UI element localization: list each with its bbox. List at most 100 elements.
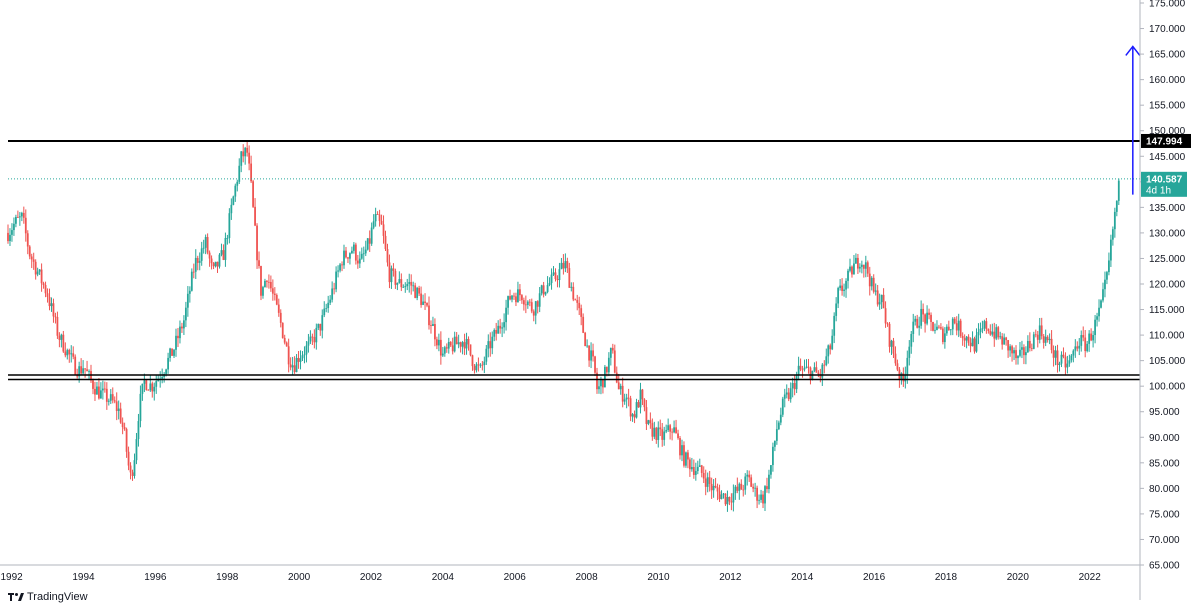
candle-up bbox=[965, 336, 968, 341]
candle-down bbox=[16, 217, 19, 218]
candle-down bbox=[267, 281, 270, 283]
candle-down bbox=[817, 372, 820, 375]
candle-down bbox=[436, 339, 438, 346]
candle-up bbox=[1021, 347, 1023, 350]
candle-up bbox=[224, 238, 227, 260]
candle-down bbox=[426, 302, 428, 306]
candle-up bbox=[803, 367, 806, 370]
candle-up bbox=[908, 346, 911, 358]
candle-down bbox=[621, 385, 624, 402]
candle-down bbox=[554, 272, 557, 279]
candle-down bbox=[576, 300, 579, 303]
candle-down bbox=[376, 214, 379, 215]
candle-up bbox=[837, 288, 840, 304]
candle-up bbox=[694, 471, 697, 475]
candle-up bbox=[607, 357, 610, 373]
candle-down bbox=[1062, 354, 1065, 357]
y-tick-label: 90.000 bbox=[1149, 433, 1180, 444]
candle-down bbox=[714, 485, 717, 488]
candle-down bbox=[1090, 333, 1093, 341]
candle-down bbox=[414, 285, 417, 298]
candle-up bbox=[291, 365, 294, 368]
candle-up bbox=[971, 338, 974, 347]
candle-down bbox=[208, 252, 211, 259]
candle-up bbox=[1026, 340, 1029, 353]
candle-up bbox=[639, 389, 642, 408]
candle-down bbox=[430, 325, 432, 326]
candle-down bbox=[74, 356, 77, 375]
candle-up bbox=[791, 383, 794, 389]
candle-up bbox=[1070, 355, 1073, 361]
candle-up bbox=[912, 321, 915, 334]
y-tick-label: 100.000 bbox=[1149, 382, 1186, 393]
candle-down bbox=[1030, 348, 1033, 349]
candle-up bbox=[732, 493, 735, 503]
candle-down bbox=[829, 345, 832, 350]
candle-up bbox=[202, 247, 205, 249]
candle-down bbox=[26, 233, 29, 247]
resistance-price-label: 147.994 bbox=[1146, 136, 1183, 147]
brand-watermark: TradingView bbox=[8, 591, 88, 603]
candle-up bbox=[362, 253, 365, 255]
candle-up bbox=[109, 394, 112, 401]
candle-up bbox=[396, 282, 399, 285]
candle-up bbox=[975, 335, 978, 352]
y-tick-label: 175.000 bbox=[1149, 0, 1186, 10]
candle-up bbox=[698, 465, 701, 467]
candle-up bbox=[186, 293, 189, 308]
candle-down bbox=[530, 302, 533, 312]
x-tick-label: 2022 bbox=[1079, 572, 1102, 583]
candle-up bbox=[398, 279, 401, 283]
candle-down bbox=[84, 368, 86, 370]
candle-up bbox=[1013, 350, 1015, 354]
candle-down bbox=[58, 335, 61, 340]
candle-down bbox=[823, 364, 826, 366]
candle-up bbox=[835, 303, 838, 316]
candle-down bbox=[216, 261, 219, 267]
candle-down bbox=[345, 250, 347, 258]
candle-up bbox=[726, 496, 729, 505]
candle-up bbox=[706, 477, 709, 487]
candle-up bbox=[722, 493, 725, 495]
candle-up bbox=[825, 356, 828, 365]
candle-down bbox=[311, 336, 314, 338]
candle-up bbox=[843, 289, 845, 291]
candle-up bbox=[663, 431, 666, 440]
candle-down bbox=[119, 408, 122, 423]
candle-up bbox=[653, 427, 656, 437]
candle-down bbox=[730, 501, 733, 503]
candle-up bbox=[479, 364, 482, 366]
y-tick-label: 130.000 bbox=[1149, 228, 1186, 239]
candle-up bbox=[526, 301, 529, 305]
candle-up bbox=[169, 348, 171, 358]
candle-up bbox=[600, 379, 602, 387]
candle-up bbox=[647, 420, 650, 424]
candle-up bbox=[981, 328, 984, 330]
candle-up bbox=[88, 371, 90, 372]
candle-down bbox=[388, 262, 391, 283]
candle-up bbox=[329, 299, 332, 303]
candle-down bbox=[641, 389, 644, 400]
candle-down bbox=[250, 163, 253, 182]
candle-down bbox=[90, 371, 92, 381]
candle-down bbox=[1034, 334, 1037, 336]
candle-down bbox=[528, 301, 531, 303]
candle-up bbox=[957, 320, 960, 331]
candle-down bbox=[420, 293, 422, 305]
candle-down bbox=[675, 427, 677, 434]
candle-up bbox=[1104, 279, 1106, 290]
candle-up bbox=[945, 326, 948, 334]
candle-down bbox=[386, 249, 389, 263]
candle-down bbox=[629, 398, 632, 417]
candle-up bbox=[155, 381, 158, 387]
candle-down bbox=[254, 206, 256, 226]
candle-up bbox=[983, 321, 986, 329]
candle-up bbox=[238, 165, 241, 182]
resistance-price-tag bbox=[1141, 133, 1191, 148]
candle-up bbox=[309, 336, 312, 342]
candle-down bbox=[627, 397, 630, 399]
candle-down bbox=[886, 323, 889, 325]
candle-down bbox=[700, 465, 703, 473]
candle-up bbox=[552, 272, 555, 275]
